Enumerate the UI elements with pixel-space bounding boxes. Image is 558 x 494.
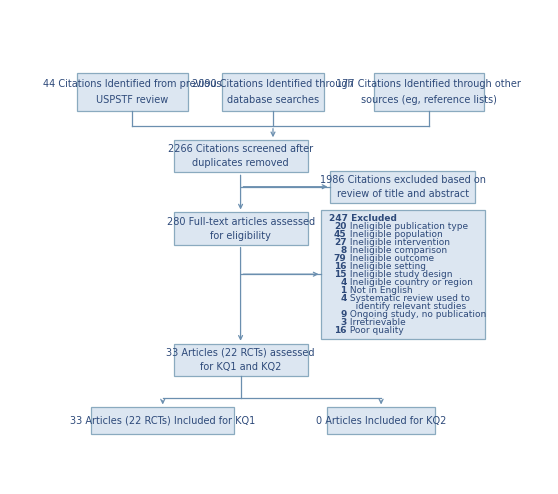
FancyBboxPatch shape (222, 73, 324, 111)
Text: sources (eg, reference lists): sources (eg, reference lists) (360, 94, 497, 105)
Text: Systematic review used to: Systematic review used to (348, 294, 470, 303)
Text: 45: 45 (334, 230, 347, 239)
Text: 9: 9 (340, 310, 347, 319)
Text: database searches: database searches (227, 94, 319, 105)
Text: Ineligible setting: Ineligible setting (348, 262, 426, 271)
Text: Not in English: Not in English (348, 286, 413, 295)
Text: 16: 16 (334, 326, 347, 335)
FancyBboxPatch shape (92, 408, 234, 434)
Text: 3: 3 (340, 318, 347, 327)
Text: 0 Articles Included for KQ2: 0 Articles Included for KQ2 (316, 415, 446, 426)
Text: 15: 15 (334, 270, 347, 279)
Text: 44 Citations Identified from previous: 44 Citations Identified from previous (44, 79, 222, 88)
Text: 280 Full-text articles assessed: 280 Full-text articles assessed (166, 216, 315, 227)
Text: 1: 1 (340, 286, 347, 295)
Text: Irretrievable: Irretrievable (348, 318, 406, 327)
FancyBboxPatch shape (174, 212, 307, 245)
Text: 33 Articles (22 RCTs) Included for KQ1: 33 Articles (22 RCTs) Included for KQ1 (70, 415, 256, 426)
Text: Ongoing study, no publication: Ongoing study, no publication (348, 310, 487, 319)
Text: Ineligible comparison: Ineligible comparison (348, 246, 448, 254)
Text: Ineligible outcome: Ineligible outcome (348, 253, 435, 263)
Text: identify relevant studies: identify relevant studies (348, 302, 466, 311)
FancyBboxPatch shape (174, 344, 307, 376)
Text: 4: 4 (340, 278, 347, 287)
Text: 4: 4 (340, 294, 347, 303)
Text: 16: 16 (334, 262, 347, 271)
Text: 27: 27 (334, 238, 347, 247)
Text: 20: 20 (334, 222, 347, 231)
Text: 1986 Citations excluded based on: 1986 Citations excluded based on (320, 175, 485, 185)
Text: 8: 8 (340, 246, 347, 254)
Text: Ineligible intervention: Ineligible intervention (348, 238, 450, 247)
Text: for eligibility: for eligibility (210, 231, 271, 241)
Text: review of title and abstract: review of title and abstract (336, 189, 469, 199)
FancyBboxPatch shape (373, 73, 484, 111)
Text: 33 Articles (22 RCTs) assessed: 33 Articles (22 RCTs) assessed (166, 348, 315, 358)
Text: 79: 79 (334, 253, 347, 263)
Text: duplicates removed: duplicates removed (193, 158, 289, 168)
Text: Poor quality: Poor quality (348, 326, 404, 335)
FancyBboxPatch shape (330, 170, 475, 203)
Text: USPSTF review: USPSTF review (97, 94, 169, 105)
Text: for KQ1 and KQ2: for KQ1 and KQ2 (200, 362, 281, 372)
FancyBboxPatch shape (174, 140, 307, 172)
FancyBboxPatch shape (327, 408, 435, 434)
FancyBboxPatch shape (78, 73, 187, 111)
Text: 247 Excluded: 247 Excluded (329, 213, 397, 223)
FancyBboxPatch shape (321, 209, 485, 339)
Text: Ineligible population: Ineligible population (348, 230, 443, 239)
Text: 2090 Citations Identified through: 2090 Citations Identified through (192, 79, 354, 88)
Text: Ineligible country or region: Ineligible country or region (348, 278, 473, 287)
Text: Ineligible publication type: Ineligible publication type (348, 222, 469, 231)
Text: Ineligible study design: Ineligible study design (348, 270, 453, 279)
Text: 2266 Citations screened after: 2266 Citations screened after (168, 144, 313, 154)
Text: 177 Citations Identified through other: 177 Citations Identified through other (336, 79, 521, 88)
